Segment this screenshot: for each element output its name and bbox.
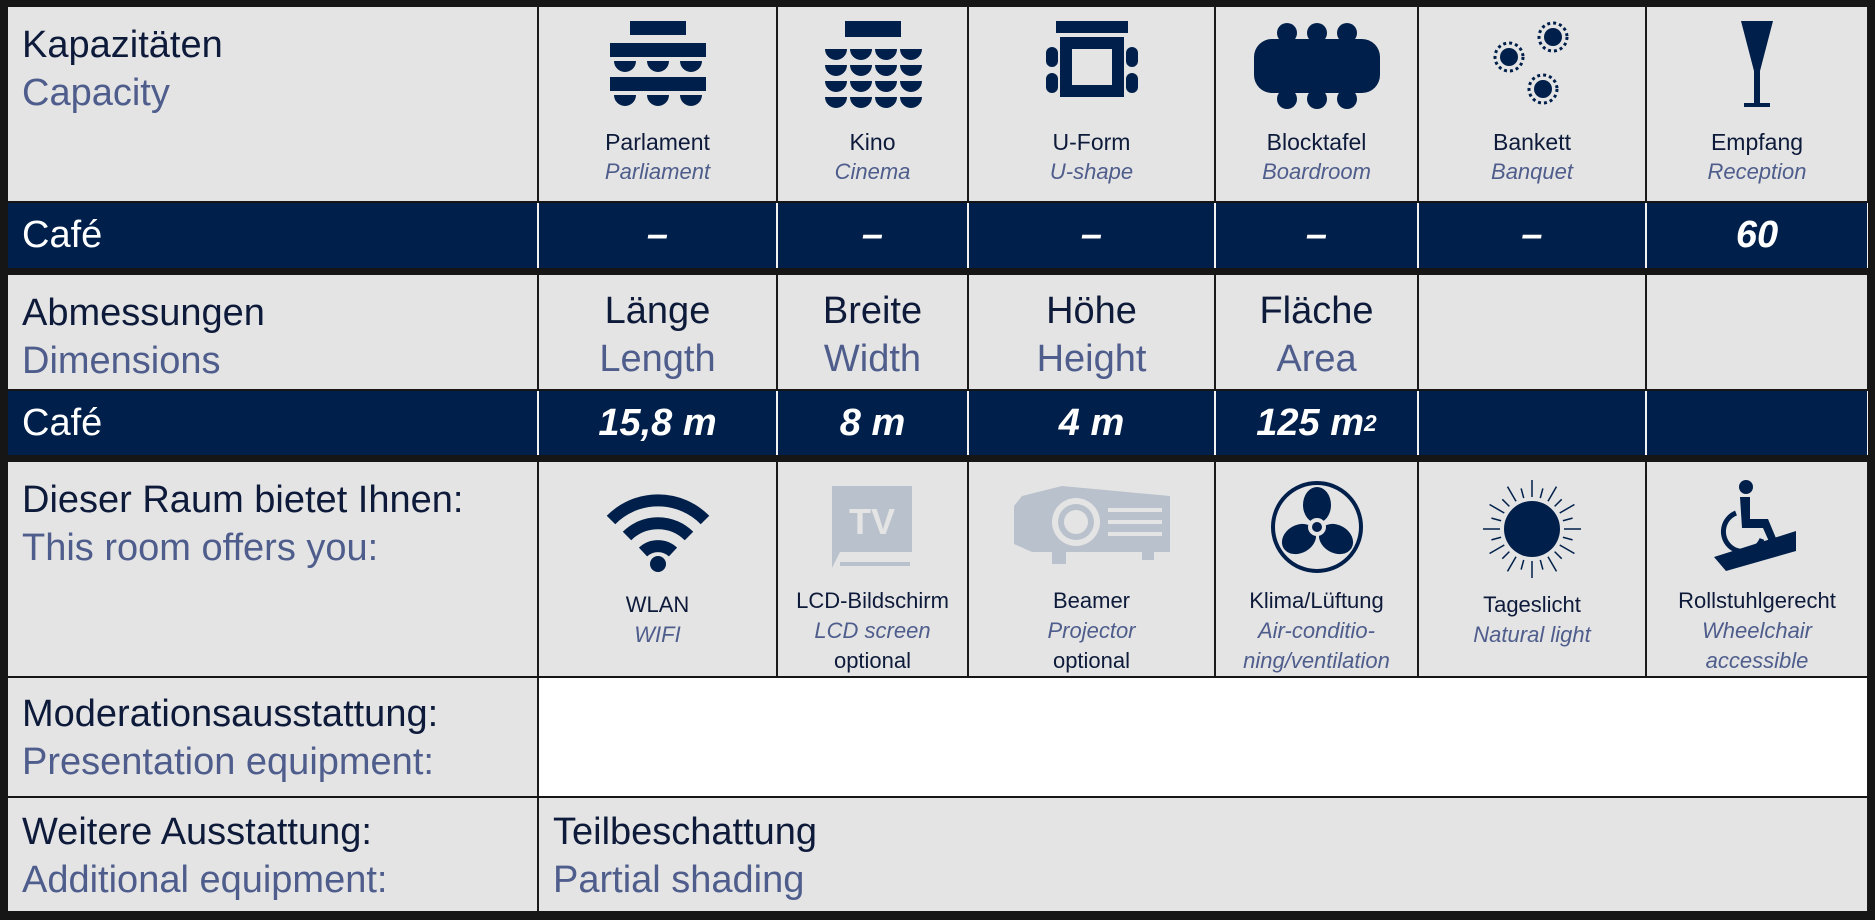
sun-ray bbox=[1520, 488, 1525, 499]
capacity-value-reception: 60 bbox=[1647, 203, 1867, 268]
cinema-seating-icon bbox=[824, 21, 922, 108]
presentation-label: Moderationsausstattung: Presentation equ… bbox=[8, 678, 537, 796]
height-value: 4 m bbox=[969, 391, 1214, 455]
sun-ray bbox=[1559, 544, 1575, 555]
empty-cell bbox=[1419, 275, 1645, 389]
room-name: Café bbox=[8, 203, 537, 268]
empty-cell bbox=[1419, 391, 1645, 455]
length-value: 15,8 m bbox=[539, 391, 776, 455]
reception-glass-icon bbox=[1741, 21, 1773, 107]
sun-ray bbox=[1506, 486, 1517, 502]
sun-ray bbox=[1547, 556, 1558, 572]
capacity-value-banquet: – bbox=[1419, 203, 1645, 268]
features-row: Dieser Raum bietet Ihnen: This room offe… bbox=[8, 462, 1868, 676]
sun-ray bbox=[1506, 556, 1517, 572]
presentation-row: Moderationsausstattung: Presentation equ… bbox=[8, 678, 1868, 796]
feature-wifi: WLAN WIFI bbox=[539, 462, 776, 676]
sun-ray bbox=[1539, 488, 1544, 499]
col-parliament: Parlament Parliament bbox=[539, 7, 776, 201]
sun-ray bbox=[1501, 551, 1510, 560]
feature-wheelchair: Rollstuhlgerecht Wheelchair accessible bbox=[1647, 462, 1867, 676]
parliament-seating-icon bbox=[609, 21, 706, 106]
additional-label: Weitere Ausstattung: Additional equipmen… bbox=[8, 798, 537, 911]
u-shape-seating-icon bbox=[1045, 21, 1138, 97]
capacity-values-row: Café – – – – – 60 bbox=[8, 203, 1868, 268]
empty-cell bbox=[1647, 391, 1867, 455]
col-u-shape: U-Form U-shape bbox=[969, 7, 1214, 201]
dimensions-label: Abmessungen Dimensions bbox=[8, 275, 537, 389]
width-value: 8 m bbox=[778, 391, 967, 455]
dimensions-header-row: Abmessungen Dimensions Länge Length Breit… bbox=[8, 275, 1868, 389]
col-area: Fläche Area bbox=[1216, 275, 1417, 389]
capacity-value-cinema: – bbox=[778, 203, 967, 268]
col-banquet: Bankett Banquet bbox=[1419, 7, 1645, 201]
sun-ray bbox=[1554, 551, 1563, 560]
features-label: Dieser Raum bietet Ihnen: This room offe… bbox=[8, 462, 537, 676]
boardroom-seating-icon bbox=[1253, 23, 1380, 109]
capacity-header-row: Kapazitäten Capacity Parlament Parliamen… bbox=[8, 7, 1868, 201]
projector-icon bbox=[1013, 486, 1170, 564]
sun-ray bbox=[1489, 544, 1505, 555]
banquet-seating-icon bbox=[1493, 21, 1569, 105]
sun-ray bbox=[1501, 498, 1510, 507]
wifi-icon bbox=[606, 494, 709, 572]
sun-ray bbox=[1554, 498, 1563, 507]
col-cinema: Kino Cinema bbox=[778, 7, 967, 201]
tv-icon: TV bbox=[831, 486, 912, 568]
wheelchair-icon bbox=[1714, 480, 1796, 571]
sun-ray bbox=[1547, 486, 1558, 502]
svg-text:TV: TV bbox=[848, 501, 894, 542]
capacity-value-boardroom: – bbox=[1216, 203, 1417, 268]
additional-row: Weitere Ausstattung: Additional equipmen… bbox=[8, 798, 1868, 911]
sun-ray bbox=[1559, 503, 1575, 514]
col-width: Breite Width bbox=[778, 275, 967, 389]
col-height: Höhe Height bbox=[969, 275, 1214, 389]
sun-ray bbox=[1539, 559, 1544, 570]
sun-ray bbox=[1520, 559, 1525, 570]
sun-icon bbox=[1483, 480, 1581, 578]
sun-ray bbox=[1491, 536, 1502, 541]
capacity-value-parliament: – bbox=[539, 203, 776, 268]
capacity-value-u-shape: – bbox=[969, 203, 1214, 268]
sun-ray bbox=[1562, 517, 1573, 522]
empty-cell bbox=[1647, 275, 1867, 389]
capacity-label: Kapazitäten Capacity bbox=[8, 7, 537, 201]
feature-air-conditioning: Klima/Lüftung Air-conditio- ning/ventila… bbox=[1216, 462, 1417, 676]
col-reception: Empfang Reception bbox=[1647, 7, 1867, 201]
col-length: Länge Length bbox=[539, 275, 776, 389]
room-name: Café bbox=[8, 391, 537, 455]
sun-ray bbox=[1489, 503, 1505, 514]
presentation-value bbox=[539, 678, 1867, 796]
sun-ray bbox=[1562, 536, 1573, 541]
feature-projector: Beamer Projector optional bbox=[969, 462, 1214, 676]
fan-icon bbox=[1270, 481, 1363, 573]
col-boardroom: Blocktafel Boardroom bbox=[1216, 7, 1417, 201]
sun-ray bbox=[1491, 517, 1502, 522]
additional-value: Teilbeschattung Partial shading bbox=[539, 798, 1867, 911]
feature-natural-light: Tageslicht Natural light bbox=[1419, 462, 1645, 676]
feature-lcd-screen: TV LCD-Bildschirm LCD screen optional bbox=[778, 462, 967, 676]
